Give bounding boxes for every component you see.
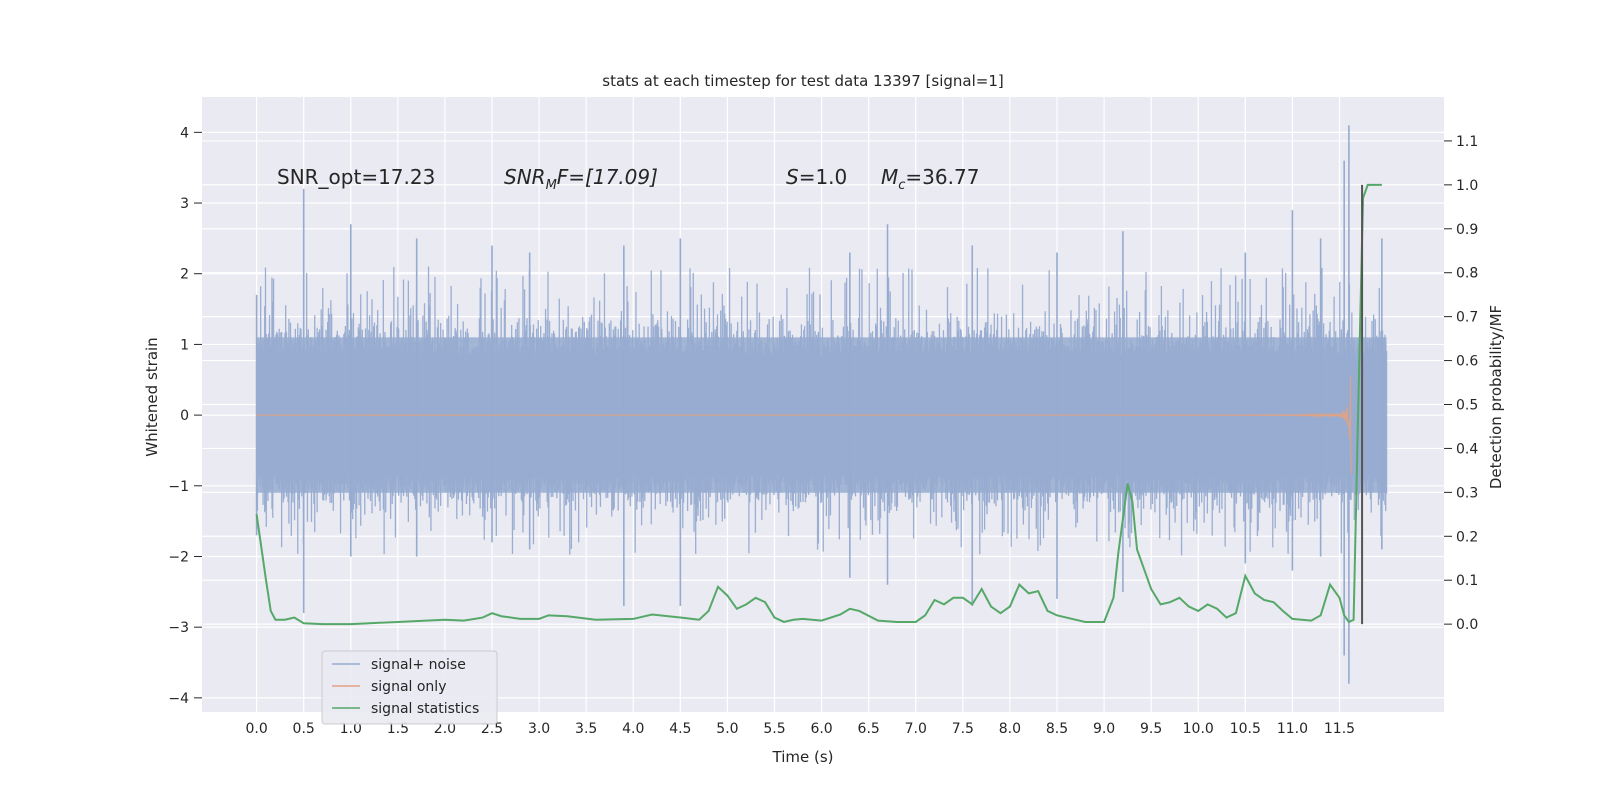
y-tick-label-right: 0.8 xyxy=(1456,266,1478,282)
x-tick-label: 4.0 xyxy=(622,721,644,737)
y-tick-label-right: 0.4 xyxy=(1456,441,1478,457)
annotation-mc-symbol: M xyxy=(881,165,898,189)
y-tick-label-left: −1 xyxy=(168,479,189,495)
legend-label-signal-statistics: signal statistics xyxy=(371,701,479,717)
y-tick-label-right: 1.1 xyxy=(1456,134,1478,150)
x-tick-label: 2.0 xyxy=(434,721,456,737)
y-tick-label-left: 2 xyxy=(180,267,189,283)
x-tick-label: 4.5 xyxy=(669,721,691,737)
x-tick-label: 11.0 xyxy=(1277,721,1308,737)
annotation-snr-mf-symbol: SNR xyxy=(504,165,546,189)
y-tick-label-right: 0.3 xyxy=(1456,485,1478,501)
annotation-s: S=1.0 xyxy=(786,165,847,189)
y-tick-label-left: −2 xyxy=(168,549,189,565)
annotation-mc-value: =36.77 xyxy=(905,165,979,189)
annotation-snr-opt: SNR_opt=17.23 xyxy=(277,165,435,189)
y-tick-label-right: 0.1 xyxy=(1456,573,1478,589)
x-tick-label: 10.5 xyxy=(1230,721,1261,737)
x-tick-label: 1.5 xyxy=(387,721,409,737)
y-tick-label-left: 4 xyxy=(180,125,189,141)
x-tick-label: 2.5 xyxy=(481,721,503,737)
signal-statistics-trace xyxy=(255,183,1382,626)
x-tick-label: 0.5 xyxy=(293,721,315,737)
y-tick-label-left: −3 xyxy=(168,620,189,636)
y-tick-label-right: 0.0 xyxy=(1456,617,1478,633)
x-tick-label: 8.5 xyxy=(1046,721,1068,737)
x-tick-label: 6.5 xyxy=(858,721,880,737)
chart-title: stats at each timestep for test data 133… xyxy=(602,72,1003,90)
y-tick-label-right: 0.5 xyxy=(1456,398,1478,414)
x-tick-label: 7.5 xyxy=(952,721,974,737)
annotation-s-symbol: S xyxy=(786,165,799,189)
y-tick-label-left: 3 xyxy=(180,196,189,212)
y-tick-label-right: 0.7 xyxy=(1456,310,1478,326)
y-tick-label-right: 0.9 xyxy=(1456,222,1478,238)
x-tick-label: 0.0 xyxy=(245,721,267,737)
x-tick-label: 9.5 xyxy=(1140,721,1162,737)
x-tick-label: 3.0 xyxy=(528,721,550,737)
annotation-snr-mf: SNRMF=[17.09] xyxy=(504,165,658,193)
legend-label-signal-only: signal only xyxy=(371,679,446,695)
y-tick-label-right: 0.2 xyxy=(1456,529,1478,545)
y-tick-label-left: 0 xyxy=(180,408,189,424)
x-tick-label: 6.0 xyxy=(810,721,832,737)
x-tick-label: 5.5 xyxy=(763,721,785,737)
x-tick-label: 5.0 xyxy=(716,721,738,737)
x-tick-label: 1.0 xyxy=(340,721,362,737)
x-tick-label: 10.0 xyxy=(1183,721,1214,737)
x-tick-label: 7.0 xyxy=(905,721,927,737)
y-axis-left-label: Whitened strain xyxy=(143,337,161,456)
legend: signal+ noise signal only signal statist… xyxy=(321,650,498,725)
signal-only-trace xyxy=(256,375,1352,475)
annotation-s-value: =1.0 xyxy=(799,165,848,189)
y-tick-label-left: −4 xyxy=(168,691,189,707)
legend-box xyxy=(321,650,498,725)
signal-only-series xyxy=(256,375,1352,475)
y-tick-label-right: 0.6 xyxy=(1456,354,1478,370)
annotation-mc: Mc=36.77 xyxy=(881,165,979,193)
legend-label-signal-plus-noise: signal+ noise xyxy=(371,657,466,673)
signal-statistics-series xyxy=(255,183,1382,626)
annotation-snr-mf-value: F=[17.09] xyxy=(557,165,658,189)
x-tick-label: 3.5 xyxy=(575,721,597,737)
annotation-mc-subscript: c xyxy=(898,178,905,193)
annotation-snr-mf-subscript: M xyxy=(546,178,557,193)
y-tick-label-left: 1 xyxy=(180,337,189,353)
y-axis-right-label: Detection probability/MF xyxy=(1487,305,1505,489)
x-tick-label: 9.0 xyxy=(1093,721,1115,737)
x-tick-label: 8.0 xyxy=(999,721,1021,737)
x-tick-label: 11.5 xyxy=(1324,721,1355,737)
y-tick-label-right: 1.0 xyxy=(1456,178,1478,194)
axes: 0.0 0.5 1.0 1.5 2.0 2.5 3.0 3.5 4.0 4.5 5.0 5.5 6.0 6… xyxy=(168,125,1478,737)
x-axis-label: Time (s) xyxy=(772,748,834,766)
